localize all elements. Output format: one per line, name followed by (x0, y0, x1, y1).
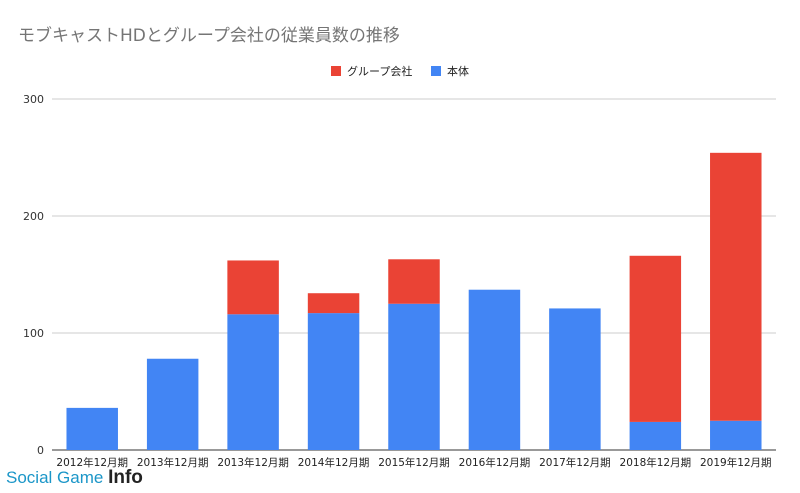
bar-main-4 (388, 303, 440, 450)
y-axis-ticks: 0 100 200 300 (23, 93, 44, 457)
x-axis-ticks: 2012年12月期 2013年12月期 2013年12月期 2014年12月期 2015… (56, 456, 771, 469)
bar-group-2 (227, 260, 279, 315)
x-tick-label: 2017年12月期 (539, 456, 611, 469)
bars (66, 152, 762, 450)
y-tick-label: 300 (23, 93, 44, 106)
watermark-logo: Social Game Info (6, 467, 143, 489)
legend: グループ会社 本体 (331, 64, 469, 78)
bar-group-7 (629, 255, 682, 422)
x-tick-label: 2015年12月期 (378, 456, 450, 469)
bar-main-0 (66, 407, 118, 450)
bar-group-3 (307, 293, 360, 314)
watermark-game: Game (57, 468, 109, 487)
bar-group-8 (710, 152, 762, 421)
bar-main-6 (549, 308, 601, 450)
y-tick-label: 100 (23, 327, 44, 340)
legend-swatch-group (331, 66, 341, 76)
x-tick-label: 2012年12月期 (56, 456, 128, 469)
legend-label-group: グループ会社 (347, 64, 412, 78)
x-tick-label: 2013年12月期 (217, 456, 289, 469)
bar-main-3 (307, 313, 360, 450)
bar-main-8 (710, 420, 762, 450)
x-tick-label: 2016年12月期 (459, 456, 531, 469)
legend-label-main: 本体 (447, 64, 469, 78)
watermark-social: Social (6, 468, 58, 487)
bar-group-4 (388, 259, 440, 304)
bar-main-7 (629, 421, 682, 450)
chart-title: モブキャストHDとグループ会社の従業員数の推移 (18, 25, 400, 46)
watermark-info: Info (108, 467, 143, 488)
bar-main-5 (468, 289, 521, 450)
x-tick-label: 2018年12月期 (620, 456, 692, 469)
y-tick-label: 0 (37, 444, 44, 457)
legend-swatch-main (431, 66, 441, 76)
y-tick-label: 200 (23, 210, 44, 223)
x-tick-label: 2014年12月期 (298, 456, 370, 469)
x-tick-label: 2019年12月期 (700, 456, 772, 469)
bar-main-2 (227, 314, 279, 450)
x-tick-label: 2013年12月期 (137, 456, 209, 469)
bar-main-1 (146, 358, 199, 450)
